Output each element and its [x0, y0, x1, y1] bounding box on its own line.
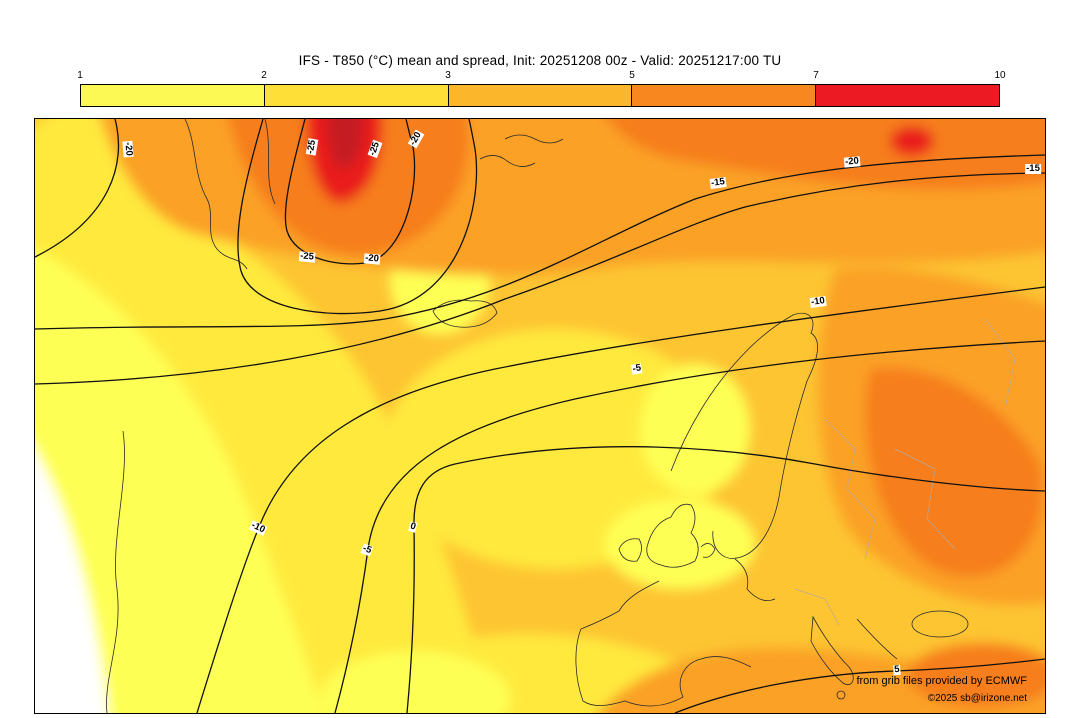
colorbar-segment [816, 85, 999, 106]
border-line [894, 448, 956, 550]
contour-label: -25 [298, 250, 316, 263]
contour-minus15 [35, 172, 1045, 385]
coastline-balkans [856, 618, 898, 660]
contour-label: -5 [630, 362, 644, 375]
attribution-copyright: ©2025 sb@irizone.net [927, 693, 1027, 704]
colorbar-tick: 3 [445, 70, 451, 81]
spread-region-dark-orange [865, 367, 1043, 577]
country-borders [794, 318, 1016, 626]
spread-region-dark-orange [607, 119, 1045, 190]
border-line [984, 318, 1016, 410]
spread-region-bright-yellow [605, 499, 755, 589]
spread-region-dark-orange [908, 643, 1045, 707]
coastline-iberia-med [575, 580, 752, 707]
coastline-greenland-inner [264, 119, 276, 205]
coastline-svalbard [504, 134, 564, 144]
contour-zero [406, 446, 1045, 713]
temperature-contours [35, 119, 1045, 713]
colorbar-segment [632, 85, 817, 106]
contour-minus10 [196, 286, 1045, 713]
border-line [794, 588, 840, 626]
spread-region-dark-red [326, 119, 364, 169]
coastlines [106, 119, 969, 713]
coastline-sicily [836, 690, 846, 700]
contour-minus20-main [35, 154, 1045, 330]
coastline-ireland [618, 538, 642, 562]
coastline-scandinavia [670, 312, 819, 559]
colorbar-tick: 2 [261, 70, 267, 81]
coastline-britain [646, 503, 699, 568]
contour-label: -20 [363, 252, 381, 265]
attribution-source: from grib files provided by ECMWF [856, 675, 1027, 687]
colorbar-tick: 10 [994, 70, 1006, 81]
colorbar-tick: 1 [77, 70, 83, 81]
weather-map: -20 -25 -25 -20 -25 -20 -15 -20 -15 -10 … [34, 118, 1046, 714]
map-canvas [35, 119, 1045, 713]
colorbar-segment [81, 85, 265, 106]
colorbar-tick: 7 [813, 70, 819, 81]
contour-label: 5 [892, 663, 902, 676]
colorbar-tick: 5 [629, 70, 635, 81]
colorbar-bar [80, 84, 1000, 107]
contour-label: -20 [122, 140, 135, 158]
coastline-baltic [734, 558, 776, 602]
spread-region-white [35, 450, 109, 713]
colorbar-segment [448, 85, 633, 106]
coastline-black-sea [911, 610, 969, 638]
contour-minus20-west [35, 119, 120, 258]
coastline-greenland [184, 119, 248, 270]
contour-label: -20 [843, 155, 861, 168]
colorbar-legend: 1 2 3 5 7 10 [77, 70, 1006, 107]
coastline-atlantic-edge [106, 430, 125, 713]
chart-title: IFS - T850 (°C) mean and spread, Init: 2… [298, 53, 782, 68]
contour-minus5 [334, 340, 1045, 713]
spread-region-red [890, 126, 934, 156]
coastline-iceland [432, 299, 498, 328]
coastline-arctic-islands [479, 155, 536, 167]
contour-plus5 [674, 658, 1045, 713]
spread-region-bright-yellow [320, 651, 510, 713]
colorbar-segment [264, 85, 449, 106]
spread-region-bright-yellow [35, 249, 323, 713]
border-line [824, 418, 876, 560]
colorbar-ticks: 1 2 3 5 7 10 [77, 70, 1005, 84]
spread-region-bright-yellow [640, 364, 750, 494]
spread-field [35, 119, 1045, 713]
contour-minus20-loop [237, 119, 478, 315]
coastline-denmark [700, 543, 716, 558]
coastline-italy [810, 615, 854, 685]
contour-label: -15 [1025, 163, 1041, 174]
